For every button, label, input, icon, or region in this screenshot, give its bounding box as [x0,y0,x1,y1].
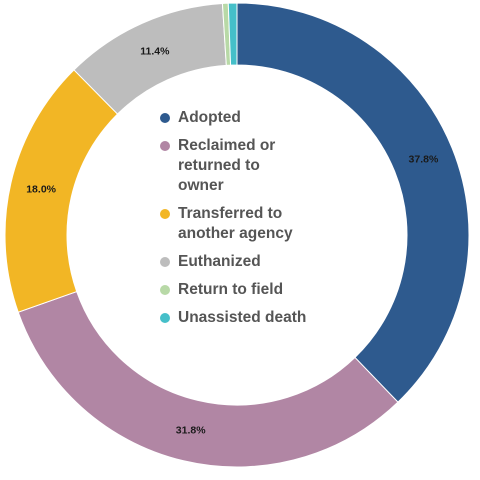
legend-label: Transferred to another agency [178,205,293,242]
legend-item-transferred-to-another-agency: Transferred to another agency [160,204,360,244]
legend-label: Reclaimed or returned to owner [178,137,276,194]
slice-reclaimed-or-returned-to-owner [17,290,399,468]
legend-item-unassisted-death: Unassisted death [160,308,360,328]
donut-slices [4,2,470,468]
data-label-adopted: 37.8% [409,154,439,166]
chart-legend: Adopted Reclaimed or returned to owner Tra… [160,108,360,336]
data-label-euthanized: 11.4% [140,45,170,57]
legend-item-adopted: Adopted [160,108,360,128]
legend-item-euthanized: Euthanized [160,252,360,272]
data-label-transferred-to-another-agency: 18.0% [26,184,56,196]
legend-item-reclaimed-or-returned-to-owner: Reclaimed or returned to owner [160,136,360,196]
legend-marker [160,209,170,219]
legend-label: Euthanized [178,253,261,270]
slice-adopted [236,2,470,403]
legend-marker [160,113,170,123]
slice-transferred-to-another-agency [4,69,119,313]
legend-marker [160,257,170,267]
legend-marker [160,313,170,323]
legend-label: Return to field [178,281,284,298]
data-label-reclaimed-or-returned-to-owner: 31.8% [176,424,206,436]
slice-unassisted-death [227,2,238,66]
legend-item-return-to-field: Return to field [160,280,360,300]
legend-label: Unassisted death [178,309,307,326]
legend-marker [160,285,170,295]
legend-label: Adopted [178,109,241,126]
slice-labels: 37.8% 31.8% 18.0% 11.4% [26,45,439,436]
legend-marker [160,141,170,151]
